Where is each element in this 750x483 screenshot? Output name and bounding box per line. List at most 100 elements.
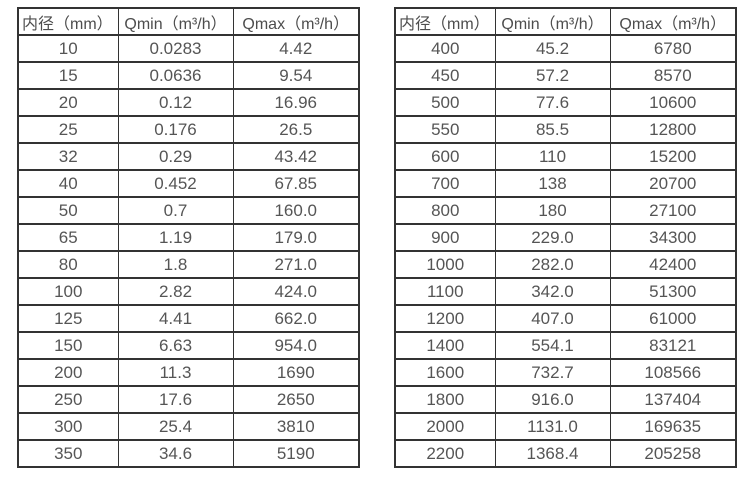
table-row: 150 6.63 954.0	[17, 331, 360, 360]
qmax-cell: 51300	[609, 277, 737, 306]
header-inner-diameter: 内径（mm）	[394, 7, 496, 36]
inner-diameter-cell: 25	[17, 115, 119, 144]
qmax-cell: 83121	[609, 331, 737, 360]
qmin-cell: 0.176	[117, 115, 234, 144]
qmin-cell: 1131.0	[494, 412, 611, 441]
table-row: 100 2.82 424.0	[17, 277, 360, 306]
inner-diameter-cell: 700	[394, 169, 496, 198]
table-row: 32 0.29 43.42	[17, 142, 360, 171]
inner-diameter-cell: 250	[17, 385, 119, 414]
inner-diameter-cell: 1800	[394, 385, 496, 414]
table-row: 1000 282.0 42400	[394, 250, 737, 279]
qmax-cell: 15200	[609, 142, 737, 171]
qmin-cell: 25.4	[117, 412, 234, 441]
qmin-cell: 138	[494, 169, 611, 198]
header-qmin: Qmin（m³/h）	[494, 7, 611, 36]
table-row: 300 25.4 3810	[17, 412, 360, 441]
qmax-cell: 3810	[232, 412, 360, 441]
qmax-cell: 34300	[609, 223, 737, 252]
inner-diameter-cell: 500	[394, 88, 496, 117]
inner-diameter-cell: 15	[17, 61, 119, 90]
table-row: 900 229.0 34300	[394, 223, 737, 252]
inner-diameter-cell: 1100	[394, 277, 496, 306]
table-row: 80 1.8 271.0	[17, 250, 360, 279]
qmin-cell: 407.0	[494, 304, 611, 333]
table-body: 10 0.0283 4.42 15 0.0636 9.54 20 0.12 16.96 25 0.1…	[17, 34, 360, 468]
inner-diameter-cell: 400	[394, 34, 496, 63]
table-row: 20 0.12 16.96	[17, 88, 360, 117]
qmin-cell: 342.0	[494, 277, 611, 306]
qmin-cell: 229.0	[494, 223, 611, 252]
inner-diameter-cell: 150	[17, 331, 119, 360]
table-row: 25 0.176 26.5	[17, 115, 360, 144]
qmin-cell: 6.63	[117, 331, 234, 360]
table-row: 800 180 27100	[394, 196, 737, 225]
header-qmax: Qmax（m³/h）	[232, 7, 360, 36]
qmax-cell: 2650	[232, 385, 360, 414]
qmax-cell: 1690	[232, 358, 360, 387]
inner-diameter-cell: 450	[394, 61, 496, 90]
qmin-cell: 554.1	[494, 331, 611, 360]
table-row: 1800 916.0 137404	[394, 385, 737, 414]
table-row: 50 0.7 160.0	[17, 196, 360, 225]
table-row: 40 0.452 67.85	[17, 169, 360, 198]
qmin-cell: 11.3	[117, 358, 234, 387]
table-row: 600 110 15200	[394, 142, 737, 171]
inner-diameter-cell: 10	[17, 34, 119, 63]
qmin-cell: 1.19	[117, 223, 234, 252]
inner-diameter-cell: 1400	[394, 331, 496, 360]
qmin-cell: 0.12	[117, 88, 234, 117]
table-row: 2200 1368.4 205258	[394, 439, 737, 468]
table-row: 550 85.5 12800	[394, 115, 737, 144]
qmax-cell: 10600	[609, 88, 737, 117]
header-qmin: Qmin（m³/h）	[117, 7, 234, 36]
qmin-cell: 77.6	[494, 88, 611, 117]
qmax-cell: 137404	[609, 385, 737, 414]
table-row: 15 0.0636 9.54	[17, 61, 360, 90]
qmax-cell: 9.54	[232, 61, 360, 90]
qmax-cell: 8570	[609, 61, 737, 90]
qmin-cell: 34.6	[117, 439, 234, 468]
qmax-cell: 205258	[609, 439, 737, 468]
inner-diameter-cell: 80	[17, 250, 119, 279]
table-row: 450 57.2 8570	[394, 61, 737, 90]
table-row: 700 138 20700	[394, 169, 737, 198]
qmax-cell: 169635	[609, 412, 737, 441]
inner-diameter-cell: 20	[17, 88, 119, 117]
qmax-cell: 6780	[609, 34, 737, 63]
qmax-cell: 61000	[609, 304, 737, 333]
qmax-cell: 4.42	[232, 34, 360, 63]
qmax-cell: 67.85	[232, 169, 360, 198]
tables-wrap: 内径（mm） Qmin（m³/h） Qmax（m³/h） 10 0.0283 4.4…	[17, 7, 737, 468]
qmin-cell: 2.82	[117, 277, 234, 306]
table-row: 200 11.3 1690	[17, 358, 360, 387]
qmin-cell: 110	[494, 142, 611, 171]
table-row: 1400 554.1 83121	[394, 331, 737, 360]
qmax-cell: 26.5	[232, 115, 360, 144]
qmin-cell: 57.2	[494, 61, 611, 90]
inner-diameter-cell: 600	[394, 142, 496, 171]
inner-diameter-cell: 2000	[394, 412, 496, 441]
header-row: 内径（mm） Qmin（m³/h） Qmax（m³/h）	[17, 7, 360, 36]
qmin-cell: 1.8	[117, 250, 234, 279]
inner-diameter-cell: 350	[17, 439, 119, 468]
table-row: 1600 732.7 108566	[394, 358, 737, 387]
inner-diameter-cell: 1000	[394, 250, 496, 279]
qmax-cell: 179.0	[232, 223, 360, 252]
inner-diameter-cell: 2200	[394, 439, 496, 468]
header-inner-diameter: 内径（mm）	[17, 7, 119, 36]
inner-diameter-cell: 65	[17, 223, 119, 252]
table-row: 10 0.0283 4.42	[17, 34, 360, 63]
inner-diameter-cell: 300	[17, 412, 119, 441]
inner-diameter-cell: 32	[17, 142, 119, 171]
qmin-cell: 282.0	[494, 250, 611, 279]
table-row: 1100 342.0 51300	[394, 277, 737, 306]
qmax-cell: 954.0	[232, 331, 360, 360]
qmax-cell: 160.0	[232, 196, 360, 225]
header-qmax: Qmax（m³/h）	[609, 7, 737, 36]
qmin-cell: 0.7	[117, 196, 234, 225]
inner-diameter-cell: 1200	[394, 304, 496, 333]
flow-table-small-diameters: 内径（mm） Qmin（m³/h） Qmax（m³/h） 10 0.0283 4.4…	[17, 7, 360, 468]
qmax-cell: 5190	[232, 439, 360, 468]
